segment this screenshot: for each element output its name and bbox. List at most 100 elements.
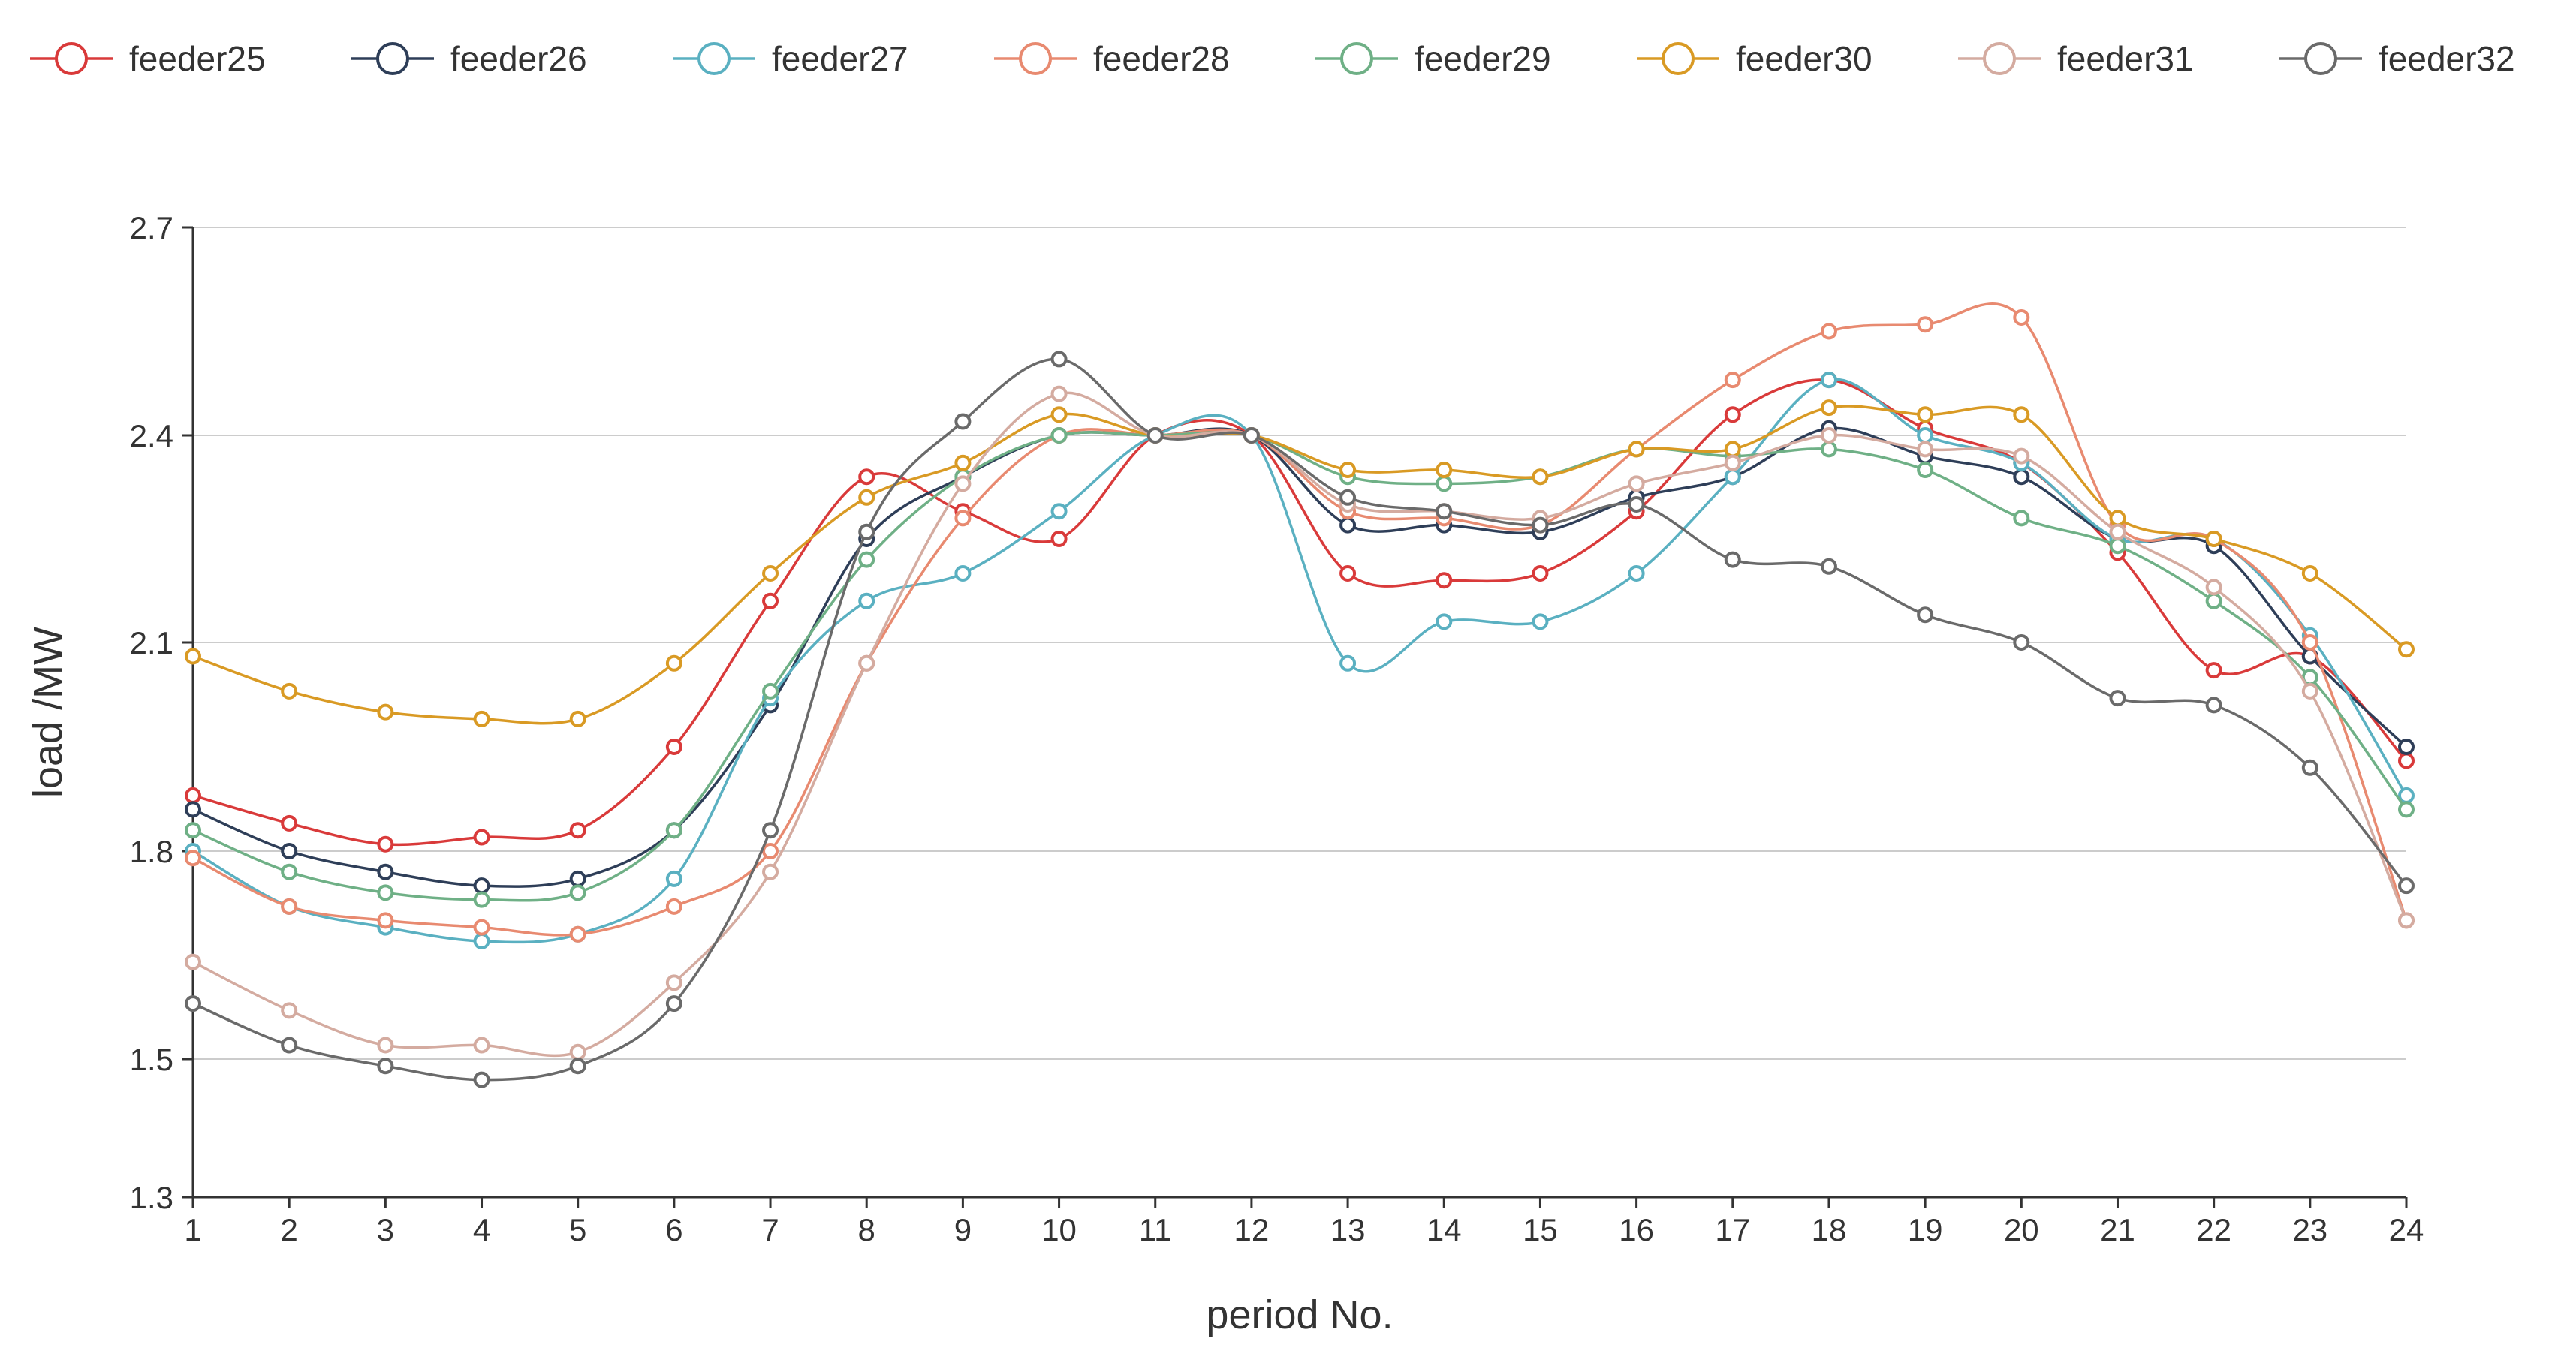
- legend-marker-icon: [2304, 42, 2337, 75]
- series-feeder28: [185, 302, 2415, 943]
- x-tick-label: 8: [858, 1212, 875, 1247]
- data-point-feeder30-14: [1436, 462, 1453, 478]
- data-point-feeder31-17: [1724, 454, 1741, 471]
- x-tick-label: 1: [184, 1212, 201, 1247]
- data-point-feeder30-18: [1820, 399, 1837, 417]
- data-point-feeder29-6: [665, 822, 682, 839]
- legend: feeder25 feeder26 feeder27 feeder28 feeder29…: [30, 39, 2515, 78]
- data-point-feeder28-5: [569, 925, 586, 943]
- legend-label: feeder26: [450, 39, 587, 78]
- x-tick-label: 10: [1041, 1212, 1077, 1247]
- data-point-feeder32-16: [1628, 496, 1645, 513]
- data-point-feeder27-13: [1339, 654, 1357, 672]
- y-tick-label: 1.3: [130, 1180, 173, 1215]
- data-point-feeder25-14: [1436, 572, 1453, 589]
- data-point-feeder31-19: [1917, 441, 1934, 458]
- data-point-feeder28-1: [185, 850, 201, 867]
- x-tick-label: 18: [1812, 1212, 1847, 1247]
- data-point-feeder32-4: [473, 1071, 490, 1088]
- data-point-feeder31-9: [954, 475, 972, 492]
- data-point-feeder32-17: [1724, 551, 1741, 568]
- data-point-feeder32-23: [2301, 759, 2318, 776]
- data-point-feeder29-1: [185, 822, 201, 839]
- data-point-feeder27-17: [1724, 468, 1741, 486]
- data-point-feeder31-18: [1820, 427, 1837, 444]
- data-point-feeder28-2: [281, 898, 298, 915]
- legend-item-feeder32[interactable]: feeder32: [2279, 39, 2515, 78]
- data-point-feeder30-3: [377, 703, 394, 721]
- data-point-feeder30-4: [473, 710, 490, 727]
- legend-label: feeder28: [1093, 39, 1230, 78]
- legend-item-feeder31[interactable]: feeder31: [1958, 39, 2194, 78]
- data-point-feeder31-2: [281, 1002, 298, 1019]
- x-tick-label: 19: [1908, 1212, 1943, 1247]
- legend-label: feeder31: [2057, 39, 2194, 78]
- series-feeder26: [185, 420, 2415, 895]
- data-point-feeder28-6: [665, 898, 682, 915]
- x-tick-label: 15: [1523, 1212, 1558, 1247]
- legend-item-feeder27[interactable]: feeder27: [673, 39, 908, 78]
- legend-label: feeder27: [772, 39, 908, 78]
- data-point-feeder31-1: [185, 953, 201, 970]
- data-point-feeder32-3: [377, 1058, 394, 1075]
- y-tick-label: 1.8: [130, 834, 173, 869]
- data-point-feeder30-21: [2109, 510, 2126, 527]
- y-tick-label: 1.5: [130, 1042, 173, 1077]
- x-tick-label: 6: [665, 1212, 682, 1247]
- series-feeder30: [185, 399, 2415, 727]
- legend-marker-icon: [1340, 42, 1373, 75]
- data-point-feeder29-21: [2109, 537, 2126, 555]
- data-point-feeder29-5: [569, 884, 586, 901]
- series-feeder32: [185, 351, 2415, 1088]
- data-point-feeder25-3: [377, 835, 394, 853]
- data-point-feeder28-17: [1724, 372, 1741, 389]
- legend-label: feeder29: [1415, 39, 1551, 78]
- x-tick-label: 14: [1427, 1212, 1462, 1247]
- data-point-feeder25-4: [473, 829, 490, 846]
- data-point-feeder30-13: [1339, 462, 1357, 478]
- series-line-feeder28: [192, 302, 2408, 937]
- legend-item-feeder25[interactable]: feeder25: [30, 39, 266, 78]
- data-point-feeder27-6: [665, 870, 682, 887]
- data-point-feeder31-16: [1628, 475, 1645, 492]
- data-point-feeder30-19: [1917, 406, 1934, 423]
- data-point-feeder26-4: [473, 877, 490, 895]
- data-point-feeder28-9: [954, 510, 972, 527]
- x-tick-label: 21: [2100, 1212, 2135, 1247]
- data-point-feeder32-18: [1820, 558, 1837, 575]
- legend-item-feeder28[interactable]: feeder28: [994, 39, 1230, 78]
- data-point-feeder31-5: [569, 1043, 586, 1061]
- data-point-feeder32-6: [665, 995, 682, 1012]
- legend-item-feeder30[interactable]: feeder30: [1637, 39, 1872, 78]
- grid-lines: [193, 227, 2406, 1060]
- data-point-feeder25-5: [569, 822, 586, 839]
- legend-marker-icon: [55, 42, 88, 75]
- data-point-feeder29-2: [281, 863, 298, 880]
- x-tick-label: 9: [954, 1212, 972, 1247]
- data-point-feeder31-7: [762, 863, 779, 880]
- data-point-feeder29-19: [1917, 462, 1934, 478]
- data-point-feeder31-24: [2398, 912, 2415, 929]
- data-point-feeder30-17: [1724, 441, 1741, 458]
- data-point-feeder29-10: [1050, 427, 1068, 444]
- data-point-feeder30-7: [762, 565, 779, 582]
- axes: [191, 227, 2406, 1199]
- data-point-feeder32-12: [1243, 427, 1260, 444]
- data-point-feeder32-2: [281, 1037, 298, 1054]
- data-point-feeder32-1: [185, 995, 201, 1012]
- data-point-feeder26-5: [569, 870, 586, 887]
- data-point-feeder26-13: [1339, 516, 1357, 534]
- data-point-feeder31-6: [665, 974, 682, 991]
- data-point-feeder27-8: [858, 592, 875, 609]
- data-point-feeder29-20: [2013, 510, 2030, 527]
- legend-item-feeder26[interactable]: feeder26: [351, 39, 587, 78]
- data-point-feeder28-7: [762, 843, 779, 859]
- x-tick-label: 7: [761, 1212, 779, 1247]
- x-axis-ticks: 1 2 3 4 5 6 7 8 9 10 11 12 13 14 15 16 17 18 19 20 21 22 23 24: [184, 1197, 2424, 1247]
- data-point-feeder28-3: [377, 912, 394, 929]
- data-point-feeder30-10: [1050, 406, 1068, 423]
- legend-item-feeder29[interactable]: feeder29: [1315, 39, 1551, 78]
- data-point-feeder28-18: [1820, 323, 1837, 340]
- data-point-feeder27-9: [954, 565, 972, 582]
